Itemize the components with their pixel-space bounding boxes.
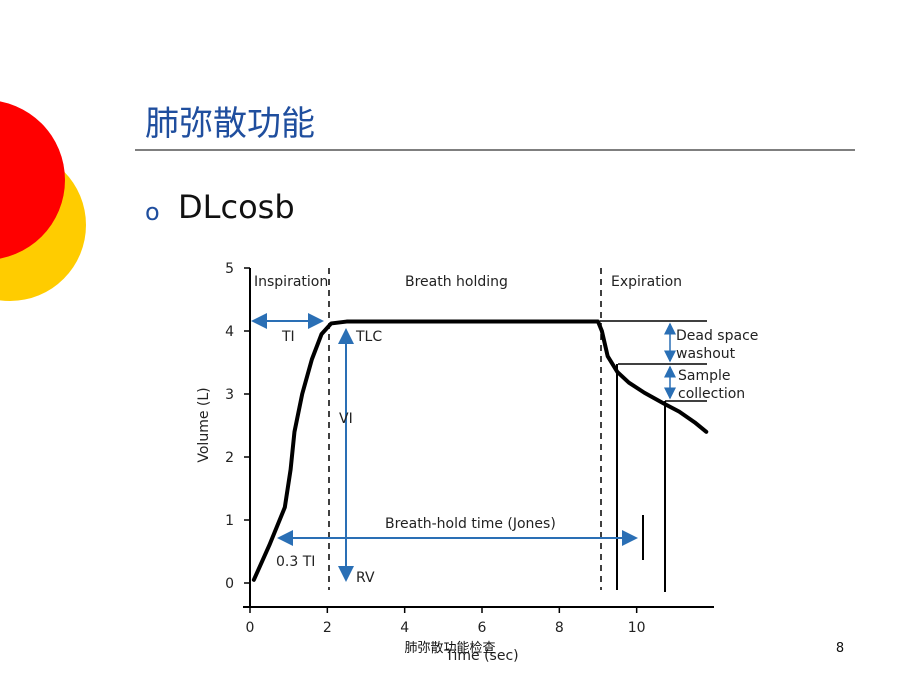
annotation: collection [678, 386, 745, 402]
annotation: 0.3 TI [276, 554, 315, 570]
annotation: VI [339, 411, 353, 427]
x-tick-label: 0 [246, 620, 255, 636]
x-axis-label: Time (sec) [444, 648, 518, 664]
chart: Volume (L) Time (sec) Inspiration Breath… [196, 261, 758, 664]
y-tick-label: 5 [225, 261, 234, 277]
annotation: Dead space [676, 328, 758, 344]
x-tick-label: 6 [478, 620, 487, 636]
annotation: TLC [355, 329, 382, 345]
decor-circle [0, 101, 65, 259]
y-tick-label: 2 [225, 450, 234, 466]
bullet-marker: o [145, 198, 160, 226]
annotation: TI [281, 329, 295, 345]
annotation: washout [676, 346, 736, 362]
bullet-text: DLcosb [178, 188, 295, 226]
annotation: Expiration [611, 274, 682, 290]
volume-curve [251, 319, 709, 582]
y-tick-label: 4 [225, 324, 234, 340]
x-tick-label: 2 [323, 620, 332, 636]
y-tick-label: 0 [225, 576, 234, 592]
y-tick-label: 3 [225, 387, 234, 403]
x-tick-label: 10 [628, 620, 646, 636]
annotation: Inspiration [254, 274, 328, 290]
annotation: Breath holding [405, 274, 508, 290]
annotation: RV [356, 570, 375, 586]
annotation: Breath-hold time (Jones) [385, 516, 556, 532]
slide-title: 肺弥散功能 [145, 104, 315, 144]
annotation: Sample [678, 368, 731, 384]
x-tick-label: 8 [555, 620, 564, 636]
x-tick-label: 4 [400, 620, 409, 636]
footer: 肺弥散功能检查 [404, 640, 495, 656]
y-axis-label: Volume (L) [196, 387, 212, 462]
y-tick-label: 1 [225, 513, 234, 529]
page-number: 8 [836, 641, 844, 656]
